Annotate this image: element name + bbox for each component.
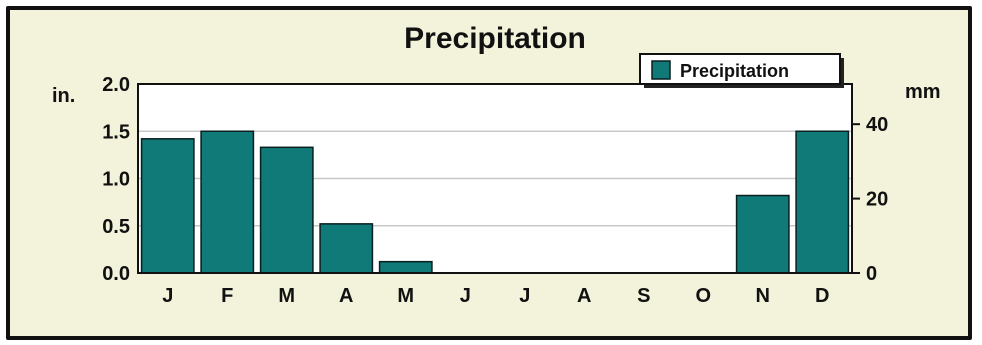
bar — [735, 194, 790, 274]
x-tick-label: A — [577, 285, 591, 307]
chart-title: Precipitation — [404, 22, 586, 55]
left-axis-unit: in. — [52, 85, 75, 107]
left-tick-label: 2.0 — [102, 74, 130, 96]
legend: Precipitation — [639, 53, 844, 88]
x-tick-label: S — [637, 285, 650, 307]
right-axis-unit: mm — [905, 81, 941, 103]
x-tick-label: M — [397, 285, 414, 307]
x-tick-label: A — [339, 285, 353, 307]
bar — [319, 223, 374, 274]
plot-border — [137, 83, 853, 274]
right-tick-label: 20 — [866, 189, 888, 211]
left-tick-label: 0.0 — [102, 263, 130, 285]
left-tick-label: 0.5 — [102, 216, 130, 238]
right-tick-label: 40 — [866, 114, 888, 136]
x-tick-label: N — [756, 285, 770, 307]
bar — [259, 146, 314, 274]
left-tick-label: 1.0 — [102, 169, 130, 191]
x-tick-label: O — [695, 285, 711, 307]
x-tick-label: D — [815, 285, 829, 307]
legend-box — [639, 53, 841, 85]
x-tick-label: M — [278, 285, 295, 307]
left-tick-label: 1.5 — [102, 121, 130, 143]
right-tick-label: 0 — [866, 263, 877, 285]
x-tick-label: J — [519, 285, 530, 307]
x-tick-label: J — [162, 285, 173, 307]
left-axis: 0.0 0.5 1.0 1.5 2.0 — [102, 74, 130, 285]
legend-swatch — [651, 60, 671, 80]
bar — [378, 260, 433, 274]
x-tick-label: F — [221, 285, 233, 307]
bar — [200, 130, 255, 274]
right-axis: 0 20 40 — [852, 114, 888, 285]
bar — [795, 130, 850, 274]
bar — [140, 138, 195, 274]
legend-label: Precipitation — [680, 61, 789, 81]
grid-lines — [138, 130, 852, 227]
x-tick-label: J — [460, 285, 471, 307]
bars-group — [140, 130, 850, 274]
